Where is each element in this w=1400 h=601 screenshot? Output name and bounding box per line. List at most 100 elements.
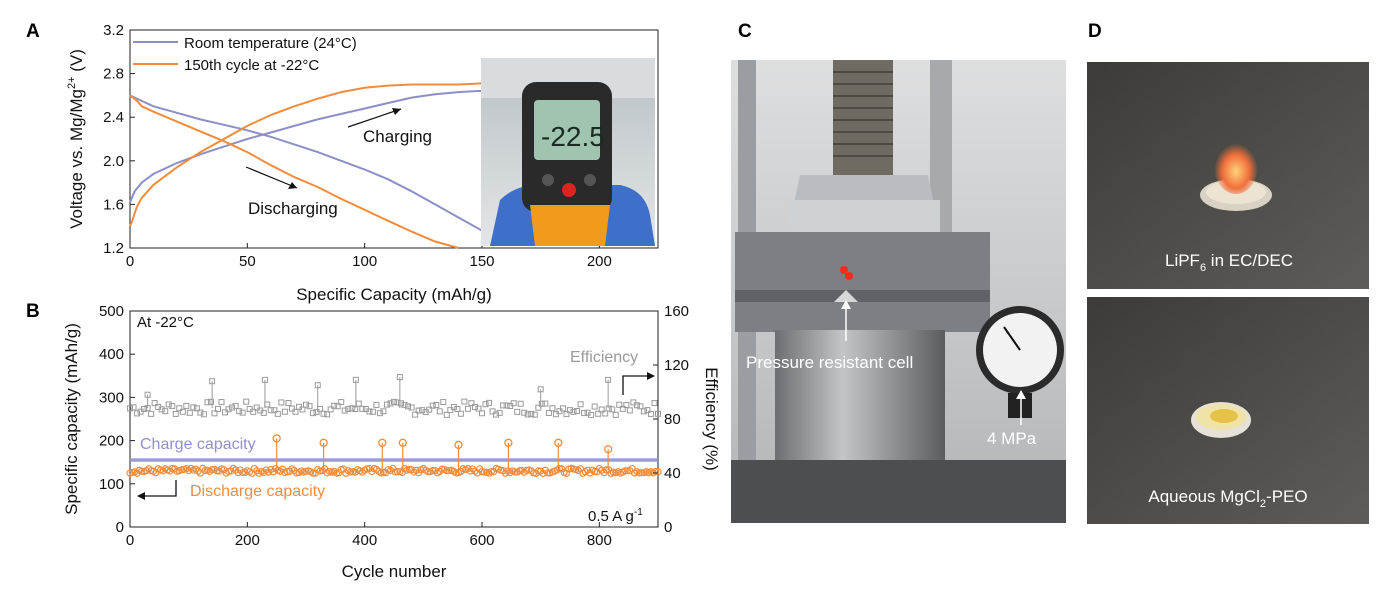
efficiency-point — [475, 405, 482, 412]
efficiency-point — [419, 407, 426, 414]
efficiency-point — [616, 401, 623, 408]
panel-a-ylabel-main: Voltage vs. Mg/Mg — [67, 89, 86, 229]
efficiency-point — [151, 400, 158, 407]
efficiency-point — [651, 400, 658, 407]
panel-b-label: B — [26, 301, 40, 322]
discharge-spike-0 — [272, 434, 281, 443]
panel-b-ylabel: Specific capacity (mAh/g) — [62, 323, 81, 515]
efficiency-point — [500, 402, 507, 409]
panel-b-xtick-label-0: 0 — [126, 532, 134, 549]
capacity-axis-arrow — [142, 480, 177, 497]
efficiency-axis-arrowhead — [647, 372, 655, 380]
efficiency-point — [588, 411, 595, 418]
discharge-point — [393, 468, 402, 476]
panel-b-chart: 0 200 400 600 800 0 100 200 300 400 500 0 40 80 120 1… — [62, 303, 721, 581]
efficiency-point — [225, 406, 232, 413]
panel-b-xtick-label-4: 800 — [587, 532, 612, 549]
thermometer-inset-photo: -22.5 — [481, 58, 655, 246]
panel-b-ytick2-label-2: 80 — [664, 411, 681, 428]
mgcl2-sub: 2 — [1260, 498, 1266, 510]
efficiency-point — [288, 405, 295, 412]
panel-b-ytick-label-1: 100 — [99, 476, 124, 493]
efficiency-point — [647, 410, 654, 417]
panel-b-ytick2-label-0: 0 — [664, 519, 672, 536]
efficiency-point — [211, 410, 218, 417]
efficiency-point — [141, 405, 148, 412]
charging-annotation: Charging — [363, 127, 432, 146]
lipf6-sub: 6 — [1200, 262, 1206, 274]
efficiency-point — [204, 399, 211, 406]
efficiency-point — [552, 411, 559, 418]
panel-a-xtick-label-2: 100 — [352, 253, 377, 270]
efficiency-point — [605, 405, 612, 412]
panel-b-xtick-label-2: 400 — [352, 532, 377, 549]
efficiency-point — [510, 400, 517, 407]
efficiency-spike-1 — [209, 378, 216, 385]
discharge-spike-7 — [603, 445, 613, 454]
panel-a-ytick-label-2: 2.0 — [103, 153, 124, 170]
efficiency-point — [461, 398, 468, 405]
panel-b-ytick2-label-4: 160 — [664, 303, 689, 320]
efficiency-axis-arrow — [622, 375, 650, 395]
discharge-point — [443, 467, 451, 475]
capacity-axis-arrowhead — [137, 492, 145, 500]
panel-b-ytick2-label-1: 40 — [664, 465, 681, 482]
efficiency-point — [373, 401, 380, 408]
panel-a-legend: Room temperature (24°C) 150th cycle at -… — [133, 35, 357, 74]
panel-a-series-line-2 — [129, 82, 483, 227]
discharge-capacity-annotation: Discharge capacity — [190, 483, 325, 500]
rate-main: 0.5 A g — [588, 508, 634, 525]
panel-a-xtick-label-4: 200 — [587, 253, 612, 270]
efficiency-point — [176, 405, 183, 412]
efficiency-point — [260, 409, 267, 416]
gauge-pointer-arrowhead — [1016, 390, 1026, 399]
efficiency-point — [450, 404, 457, 411]
efficiency-point — [380, 408, 387, 415]
efficiency-point — [218, 399, 225, 406]
lipf6-label: LiPF6 in EC/DEC — [1165, 251, 1293, 274]
panel-b-plot-frame — [129, 310, 659, 528]
efficiency-point — [415, 407, 422, 414]
efficiency-point — [486, 399, 493, 406]
discharge-point — [637, 469, 646, 477]
rate-sup: -1 — [634, 507, 643, 518]
efficiency-point — [313, 408, 320, 415]
efficiency-point — [619, 405, 626, 412]
panel-d-label: D — [1088, 21, 1102, 42]
efficiency-point — [232, 402, 239, 409]
efficiency-point — [493, 411, 500, 418]
efficiency-point — [655, 410, 661, 417]
mgcl2-main: Aqueous MgCl — [1148, 487, 1260, 506]
legend-label-low: 150th cycle at -22°C — [184, 57, 319, 74]
discharge-point — [480, 468, 488, 476]
efficiency-point — [440, 399, 447, 406]
efficiency-spike-4 — [352, 376, 359, 383]
efficiency-point — [517, 400, 524, 407]
panel-a-xtick-label-0: 0 — [126, 253, 134, 270]
efficiency-point — [429, 402, 436, 409]
panel-a-xlabel: Specific Capacity (mAh/g) — [296, 285, 492, 304]
efficiency-point — [524, 411, 531, 418]
efficiency-point — [207, 398, 214, 405]
panel-b-rate-annotation: 0.5 A g-1 — [588, 507, 643, 525]
efficiency-point — [243, 398, 250, 405]
panel-a-ylabel: Voltage vs. Mg/Mg2+ (V) — [66, 49, 86, 229]
panel-b-xtick-label-1: 200 — [235, 532, 260, 549]
charging-arrow — [347, 108, 402, 128]
discharge-point — [544, 469, 552, 477]
efficiency-point — [640, 408, 647, 415]
efficiency-point — [197, 409, 204, 416]
efficiency-point — [306, 403, 313, 410]
discharge-spike-3 — [398, 438, 407, 447]
efficiency-point — [165, 401, 172, 408]
pressure-value-label: 4 MPa — [987, 429, 1037, 448]
efficiency-point — [468, 400, 475, 407]
panel-c-label: C — [738, 21, 752, 42]
efficiency-point — [574, 407, 581, 414]
efficiency-point — [549, 405, 556, 412]
discharge-point — [602, 466, 610, 474]
efficiency-point — [127, 405, 133, 412]
efficiency-point — [352, 406, 359, 413]
efficiency-point — [222, 409, 229, 416]
efficiency-point — [567, 407, 573, 414]
